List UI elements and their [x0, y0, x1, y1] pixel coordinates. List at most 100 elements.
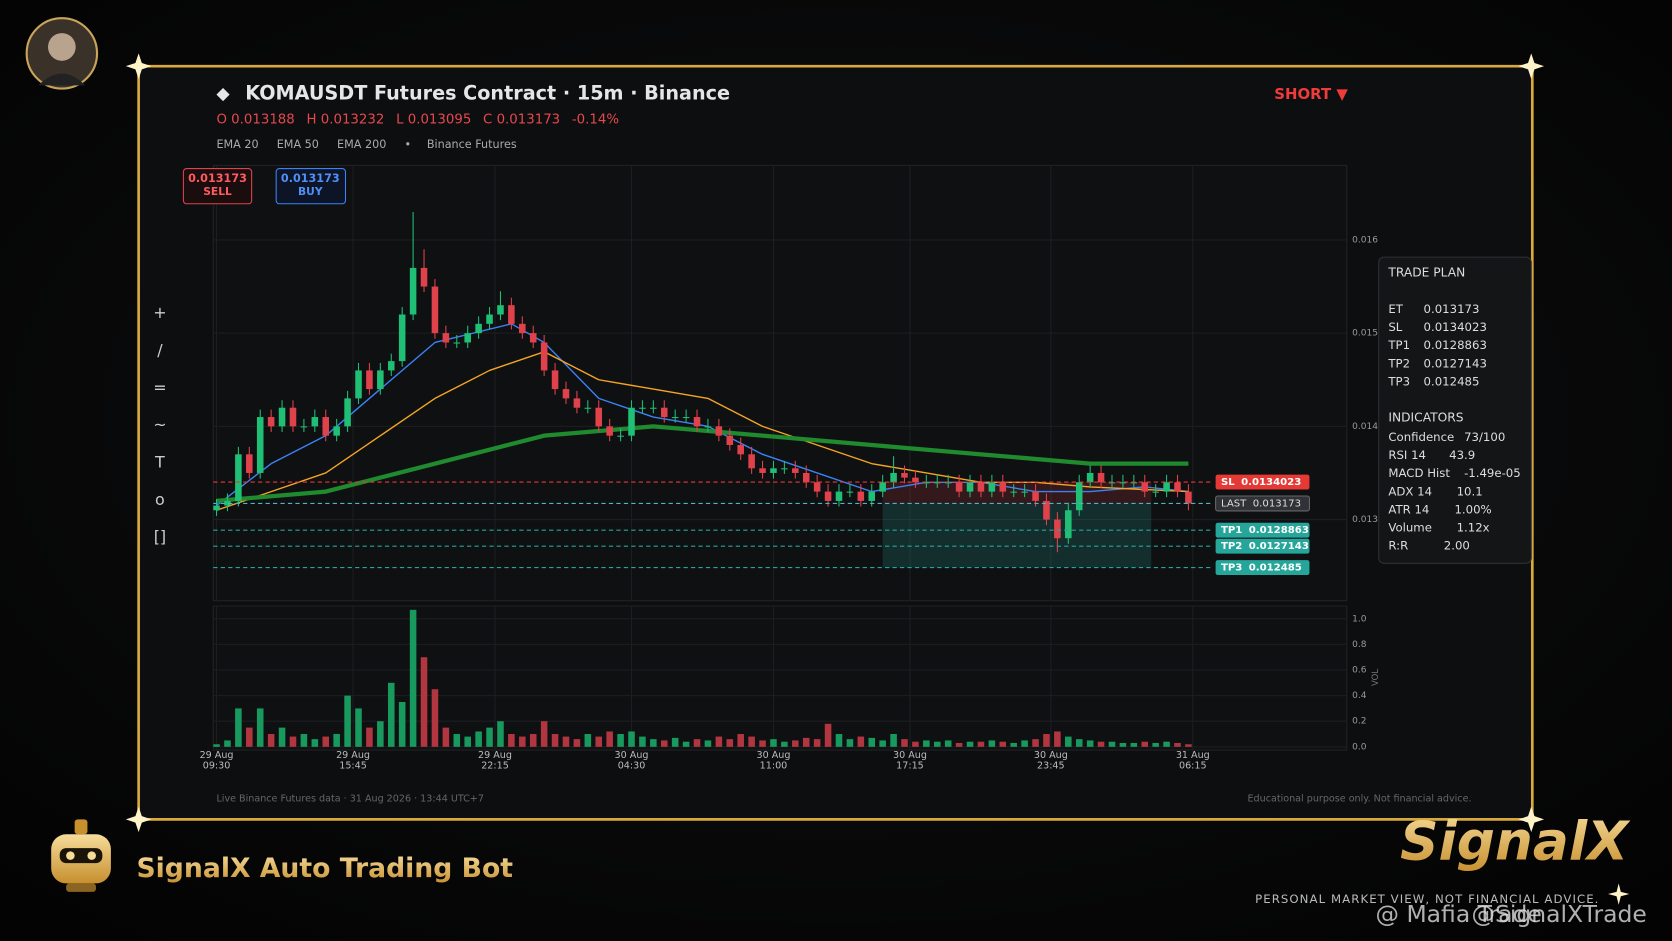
x-tick-label: 11:00 — [760, 761, 788, 772]
x-tick-label: 17:15 — [896, 761, 924, 772]
reward-zone — [882, 503, 1152, 568]
ohlc-value: C 0.013173 — [483, 112, 560, 127]
volume-bar — [519, 736, 526, 747]
volume-bar — [300, 734, 308, 747]
plan-value: 0.0128863 — [1424, 338, 1487, 352]
level-name: TP3 — [1221, 563, 1242, 574]
buy-price[interactable]: 0.013173 — [281, 172, 340, 185]
volume-bar — [1065, 736, 1072, 747]
candle-body — [977, 482, 985, 492]
frame-sparkles — [125, 53, 1630, 905]
plan-value: 0.012485 — [1424, 374, 1480, 388]
indicator-key: Volume — [1388, 521, 1432, 535]
level-label: TP2 0.0127143 — [1221, 541, 1309, 552]
volume-bar — [682, 741, 690, 747]
volume-bar — [923, 740, 930, 747]
volume-bar — [453, 734, 461, 747]
candle-body — [912, 477, 919, 483]
tool-button[interactable]: / — [157, 341, 163, 360]
candle-body — [715, 426, 723, 436]
volume-bar — [671, 737, 679, 747]
avatar-face — [47, 33, 76, 61]
x-tick-label: 30 Aug — [893, 750, 927, 761]
candle-body — [1152, 491, 1159, 493]
y-tick-label: 0.014 — [1352, 422, 1378, 432]
volume-bar — [846, 739, 854, 747]
tool-button[interactable]: o — [155, 490, 165, 509]
tool-button[interactable]: [] — [154, 527, 166, 546]
volume-bar — [650, 739, 657, 747]
volume-bar — [1185, 744, 1192, 747]
level-badge — [1215, 538, 1310, 554]
sell-button[interactable] — [182, 168, 253, 205]
x-tick-label: 31 Aug — [1176, 750, 1210, 761]
volume-bar — [562, 736, 570, 747]
candle-body — [1054, 519, 1061, 539]
indicator-value: 43.9 — [1449, 448, 1475, 462]
volume-bar — [824, 723, 832, 747]
volume-bar — [617, 734, 624, 747]
trade-plan-title: TRADE PLAN — [1387, 266, 1465, 280]
candle-body — [1097, 472, 1105, 483]
tool-button[interactable]: ~ — [153, 415, 166, 434]
sell-price[interactable]: 0.013173 — [188, 172, 247, 185]
candle-body — [1119, 482, 1127, 484]
volume-bar — [1021, 740, 1028, 747]
candle-body — [420, 267, 428, 287]
volume-bar — [999, 741, 1007, 747]
level-badge — [1215, 495, 1310, 512]
candle-body — [759, 468, 766, 473]
buy-label[interactable]: BUY — [298, 185, 323, 198]
volume-bar — [944, 740, 952, 747]
chart-title: KOMAUSDT Futures Contract · 15m · Binanc… — [245, 81, 730, 104]
candle-body — [1032, 491, 1039, 501]
candle-body — [551, 370, 559, 390]
candle-body — [267, 417, 275, 427]
plan-key: TP1 — [1387, 338, 1410, 352]
volume-bar — [289, 736, 297, 747]
buy-button[interactable] — [275, 168, 347, 205]
volume-bar — [235, 708, 242, 747]
volume-bar — [912, 741, 919, 747]
price-panel — [212, 164, 1348, 602]
candle-body — [660, 407, 668, 418]
volume-bar — [879, 740, 886, 747]
indicator-value: -1.49e-05 — [1464, 466, 1521, 480]
level-value: 0.013173 — [1253, 498, 1301, 509]
tool-button[interactable]: T — [154, 453, 165, 472]
volume-bar — [1097, 741, 1105, 747]
title-marker: ◆ — [216, 84, 230, 104]
volume-bar — [781, 741, 788, 747]
volume-bar — [857, 736, 865, 747]
candle-body — [737, 444, 744, 455]
candle-body — [857, 491, 865, 501]
tool-button[interactable]: = — [153, 378, 166, 397]
level-value: 0.0127143 — [1249, 541, 1309, 552]
candle-body — [1108, 482, 1116, 484]
indicator-key: Confidence — [1388, 430, 1454, 444]
volume-bar — [584, 734, 592, 747]
candle-body — [824, 491, 832, 501]
volume-bar — [1174, 742, 1181, 747]
candle-body — [1174, 482, 1181, 492]
candle-body — [409, 267, 417, 315]
candle-body — [628, 407, 635, 436]
level-value: 0.012485 — [1249, 563, 1302, 574]
level-badge — [1215, 522, 1310, 538]
candle-body — [1130, 482, 1138, 484]
candle-body — [933, 482, 941, 484]
volume-bar — [1054, 731, 1061, 747]
volume-bar — [486, 727, 493, 747]
data-source: Binance Futures — [427, 138, 517, 151]
volume-bar — [497, 721, 504, 747]
candle-body — [1086, 472, 1094, 483]
candle-body — [322, 417, 330, 436]
candle-body — [671, 417, 679, 419]
tool-button[interactable]: + — [153, 303, 166, 322]
x-tick-label: 30 Aug — [615, 750, 649, 761]
candle-body — [988, 482, 996, 492]
candle-body — [519, 323, 526, 334]
candle-body — [704, 426, 712, 428]
candle-body — [879, 482, 886, 492]
sell-label[interactable]: SELL — [203, 185, 232, 198]
